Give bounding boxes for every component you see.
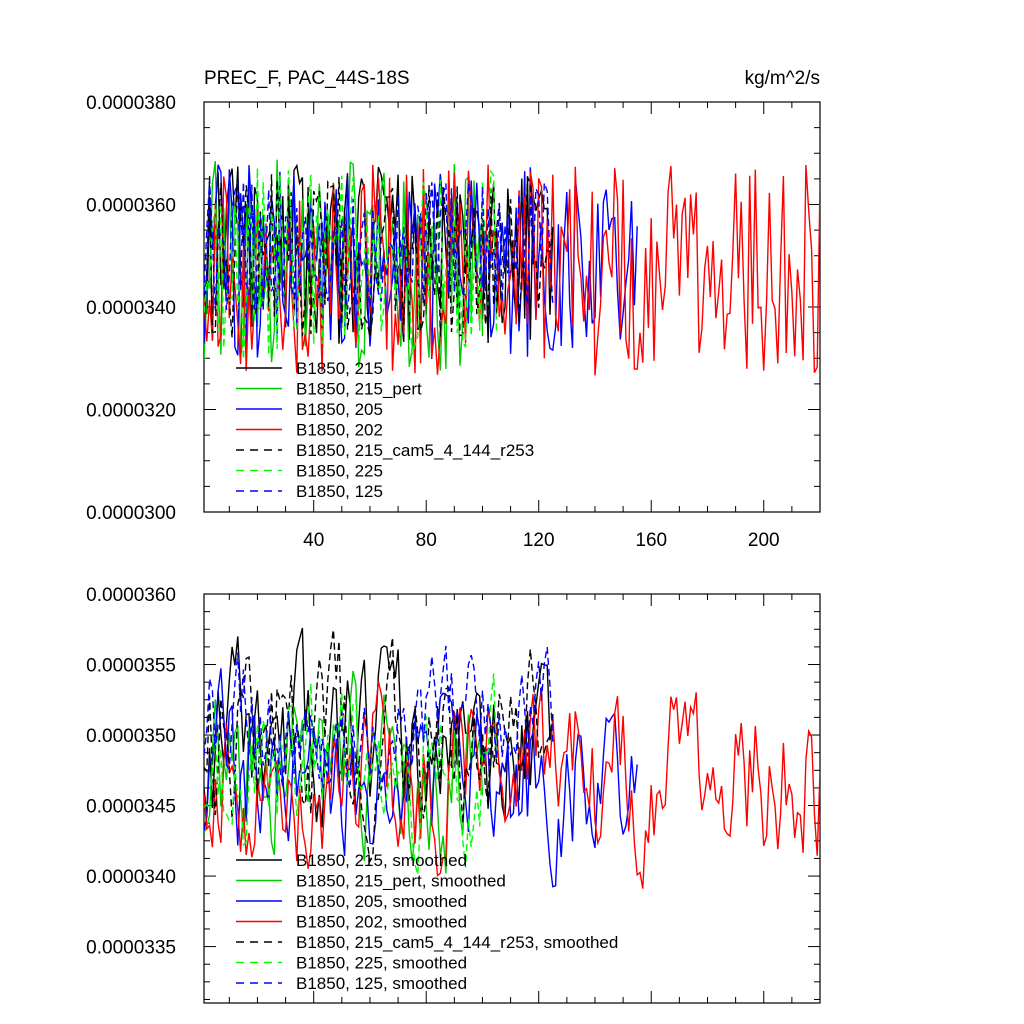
series-line-2	[204, 668, 638, 888]
y-tick-label: 0.0000340	[86, 867, 176, 888]
y-tick-label: 0.0000350	[86, 726, 176, 747]
y-tick-label: 0.0000360	[86, 196, 176, 217]
legend-label: B1850, 202, smoothed	[296, 913, 467, 932]
series-line-6	[204, 645, 554, 791]
series-line-1	[204, 670, 484, 874]
y-tick-label: 0.0000360	[86, 585, 176, 606]
y-tick-label: 0.0000320	[86, 401, 176, 422]
legend-label: B1850, 205	[296, 400, 383, 419]
y-tick-label: 0.0000300	[86, 503, 176, 524]
legend-label: B1850, 225, smoothed	[296, 954, 467, 973]
series-line-4	[204, 629, 554, 864]
legend-label: B1850, 215, smoothed	[296, 851, 467, 870]
legend-label: B1850, 225	[296, 462, 383, 481]
series-line-3	[204, 681, 820, 889]
y-tick-label: 0.0000340	[86, 298, 176, 319]
legend-label: B1850, 202	[296, 421, 383, 440]
series-group	[204, 159, 820, 376]
legend-label: B1850, 205, smoothed	[296, 892, 467, 911]
chart-title: PREC_F, PAC_44S-18S	[204, 68, 410, 89]
legend-label: B1850, 215_cam5_4_144_r253	[296, 441, 534, 460]
x-tick-label: 80	[416, 530, 437, 551]
legend-label: B1850, 215	[296, 359, 383, 378]
y-tick-label: 0.0000355	[86, 656, 176, 677]
y-tick-label: 0.0000335	[86, 938, 176, 959]
y-tick-label: 0.0000380	[86, 93, 176, 114]
legend-label: B1850, 125, smoothed	[296, 974, 467, 993]
series-line-5	[204, 673, 498, 875]
legend-label: B1850, 125	[296, 482, 383, 501]
units-label: kg/m^2/s	[745, 68, 820, 89]
series-line-4	[204, 174, 554, 338]
x-tick-label: 160	[635, 530, 667, 551]
series-line-6	[204, 180, 554, 311]
y-tick-label: 0.0000345	[86, 797, 176, 818]
legend: B1850, 215, smoothed B1850, 215_pert, smo…	[236, 851, 618, 993]
legend-label: B1850, 215_pert	[296, 380, 422, 399]
x-tick-label: 40	[303, 530, 324, 551]
legend-label: B1850, 215_cam5_4_144_r253, smoothed	[296, 933, 618, 952]
x-tick-label: 120	[523, 530, 555, 551]
bottom-panel: 0.0000335 0.0000340 0.0000345 0.0000350 0.00…	[86, 585, 821, 1004]
top-panel: 0.0000300 0.0000320 0.0000340 0.0000360 0.00…	[86, 68, 821, 551]
series-line-3	[204, 164, 820, 376]
series-group	[204, 627, 820, 889]
legend-label: B1850, 215_pert, smoothed	[296, 872, 506, 891]
x-tick-label: 200	[748, 530, 780, 551]
